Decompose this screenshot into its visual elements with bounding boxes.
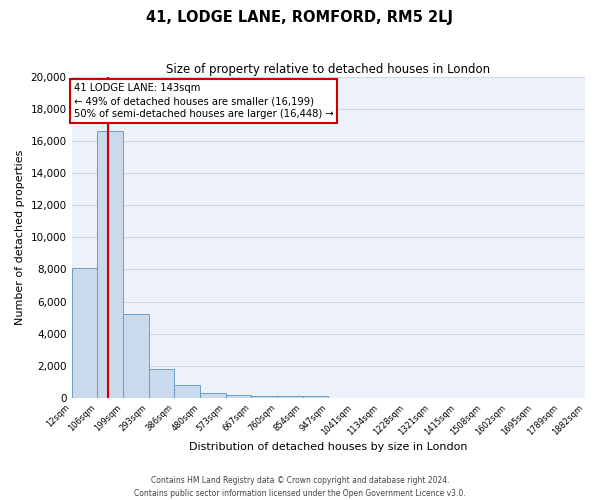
Bar xyxy=(226,395,251,398)
Bar xyxy=(200,393,226,398)
Y-axis label: Number of detached properties: Number of detached properties xyxy=(15,150,25,325)
Bar xyxy=(71,268,97,398)
Bar xyxy=(123,314,149,398)
Text: 41 LODGE LANE: 143sqm
← 49% of detached houses are smaller (16,199)
50% of semi-: 41 LODGE LANE: 143sqm ← 49% of detached … xyxy=(74,83,334,120)
Bar xyxy=(303,396,328,398)
Text: Contains HM Land Registry data © Crown copyright and database right 2024.
Contai: Contains HM Land Registry data © Crown c… xyxy=(134,476,466,498)
Bar xyxy=(251,396,277,398)
Bar xyxy=(149,369,174,398)
Text: 41, LODGE LANE, ROMFORD, RM5 2LJ: 41, LODGE LANE, ROMFORD, RM5 2LJ xyxy=(146,10,454,25)
Bar xyxy=(277,396,303,398)
Bar xyxy=(97,132,123,398)
Bar xyxy=(174,385,200,398)
X-axis label: Distribution of detached houses by size in London: Distribution of detached houses by size … xyxy=(189,442,467,452)
Title: Size of property relative to detached houses in London: Size of property relative to detached ho… xyxy=(166,62,490,76)
